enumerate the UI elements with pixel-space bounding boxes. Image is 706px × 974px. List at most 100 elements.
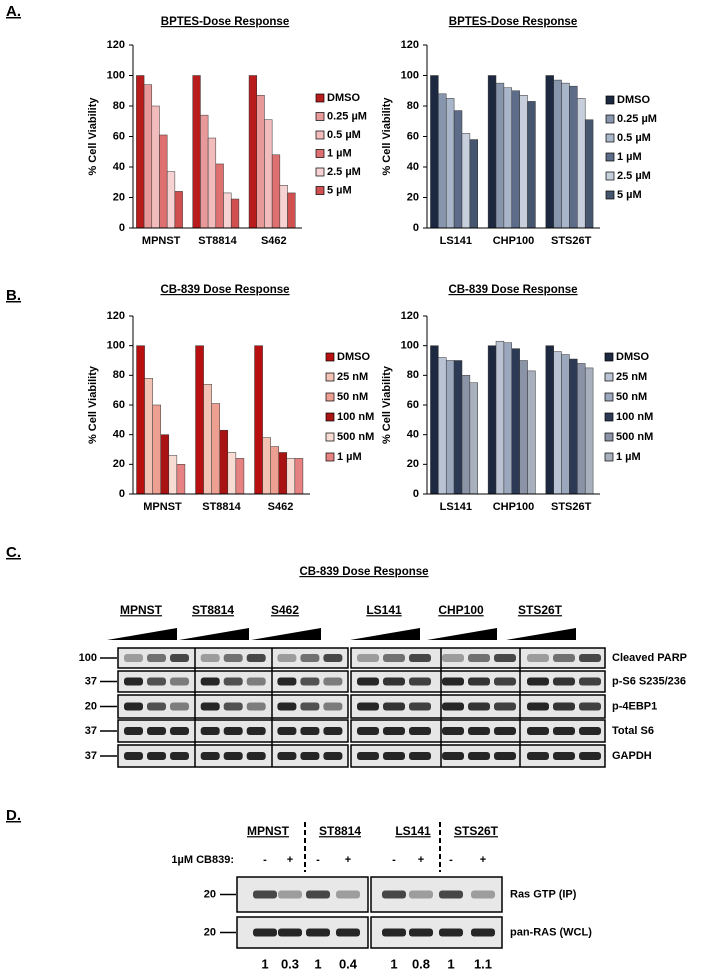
bar (264, 119, 273, 229)
legend-swatch (604, 432, 614, 442)
y-tick-label: 40 (407, 429, 419, 441)
dose-wedge (506, 628, 576, 640)
y-axis-label: % Cell Viability (87, 365, 99, 444)
band (579, 752, 601, 760)
marker: 37 (85, 675, 97, 687)
bar (203, 383, 212, 495)
bar (495, 82, 505, 229)
y-tick-label: 100 (107, 340, 125, 352)
band (124, 752, 143, 760)
band (306, 928, 330, 937)
band (442, 752, 464, 760)
band (336, 928, 360, 937)
band (306, 890, 330, 899)
band (147, 654, 166, 662)
cell-line: S462 (271, 603, 299, 617)
band (553, 702, 575, 711)
bar (174, 191, 183, 229)
x-tick-label: S462 (268, 501, 294, 513)
treatment-sign: - (263, 854, 267, 866)
legend-swatch (325, 432, 335, 442)
band (246, 677, 266, 686)
bar (152, 404, 161, 495)
y-tick-label: 20 (407, 458, 419, 470)
legend-swatch (605, 114, 615, 124)
bar (561, 354, 570, 495)
bar (545, 345, 554, 495)
legend-swatch (325, 372, 335, 382)
band (579, 727, 601, 735)
y-tick-label: 80 (407, 369, 419, 381)
band (246, 727, 266, 735)
legend-label: DMSO (617, 94, 650, 106)
bar (503, 342, 513, 495)
band (277, 752, 297, 760)
band (442, 702, 464, 711)
band (439, 928, 463, 937)
band (323, 702, 343, 711)
band (124, 727, 143, 735)
bar (553, 351, 562, 495)
band (223, 677, 243, 686)
x-tick-label: LS141 (440, 235, 472, 247)
legend-swatch (604, 412, 614, 422)
marker: 20 (204, 888, 216, 900)
band (253, 890, 277, 899)
legend-label: 0.5 µM (327, 129, 361, 141)
band (323, 727, 343, 735)
marker: 20 (85, 700, 97, 712)
chart-title: BPTES-Dose Response (449, 16, 577, 28)
y-axis-label: % Cell Viability (381, 97, 393, 176)
bar (195, 345, 204, 495)
y-tick-label: 120 (107, 310, 125, 322)
band (200, 727, 220, 735)
legend-swatch (315, 112, 325, 121)
x-tick-label: CHP100 (493, 235, 535, 247)
y-tick-label: 80 (407, 100, 419, 112)
band (223, 727, 243, 735)
bar (553, 79, 562, 229)
protein-label: Cleaved PARP (612, 652, 687, 664)
x-tick-label: S462 (261, 235, 287, 247)
band (442, 727, 464, 735)
y-tick-label: 0 (413, 222, 419, 234)
band (527, 752, 549, 760)
bar (453, 360, 463, 495)
band (527, 727, 549, 735)
bar (278, 452, 288, 495)
bar (223, 192, 232, 229)
band (442, 654, 464, 662)
y-tick-label: 100 (401, 69, 419, 81)
band (527, 654, 549, 662)
bar (577, 98, 586, 229)
band (300, 654, 320, 662)
band (382, 928, 406, 937)
legend-label: 5 µM (327, 184, 352, 196)
bar (561, 82, 570, 229)
bar (569, 358, 578, 495)
band (200, 702, 220, 711)
legend-swatch (604, 372, 614, 382)
cell-line: STS26T (518, 603, 563, 617)
band (170, 727, 189, 735)
legend-swatch (315, 167, 325, 177)
band (468, 727, 490, 735)
quantification: 0.8 (412, 956, 430, 971)
band (246, 654, 266, 662)
bar (577, 363, 586, 495)
bar (445, 360, 455, 495)
y-tick-label: 0 (119, 222, 125, 234)
bar (168, 455, 178, 495)
panel-label: D. (6, 807, 21, 824)
legend-label: 500 nM (616, 431, 653, 443)
bar (144, 378, 153, 495)
bar (495, 340, 505, 495)
band (300, 752, 320, 760)
bar (487, 345, 497, 495)
treatment-sign: + (418, 854, 424, 866)
y-tick-label: 40 (113, 161, 125, 173)
dose-wedge (251, 628, 321, 640)
band (494, 727, 516, 735)
bar (151, 105, 160, 229)
band (471, 928, 495, 937)
